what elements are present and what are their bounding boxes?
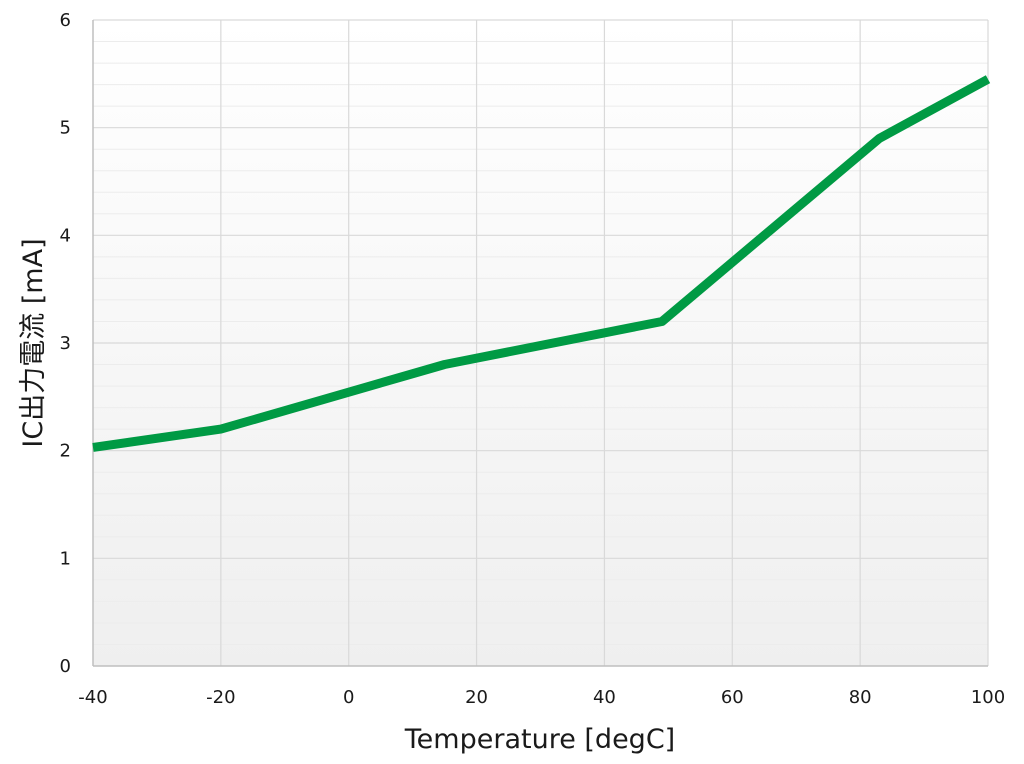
y-tick-label: 1 [60,548,71,569]
y-tick-label: 5 [60,118,71,139]
x-tick-label: 40 [593,687,616,708]
x-tick-label: 100 [971,687,1005,708]
y-tick-label: 3 [60,333,71,354]
y-tick-label: 0 [60,656,71,677]
x-tick-label: -40 [78,687,107,708]
y-tick-label: 2 [60,441,71,462]
x-tick-label: 0 [343,687,354,708]
y-tick-label: 4 [60,225,71,246]
x-tick-label: 20 [465,687,488,708]
x-tick-label: 60 [721,687,744,708]
y-tick-label: 6 [60,10,71,31]
y-axis-title: IC出力電流 [mA] [18,238,49,447]
x-tick-labels: -40 -20 0 20 40 60 80 100 [78,687,1005,708]
x-tick-label: 80 [849,687,872,708]
series-group [92,75,991,452]
y-tick-labels: 0 1 2 3 4 5 6 [60,10,71,677]
x-axis-title: Temperature [degC] [404,724,675,755]
x-tick-label: -20 [206,687,235,708]
series-line [92,75,991,452]
